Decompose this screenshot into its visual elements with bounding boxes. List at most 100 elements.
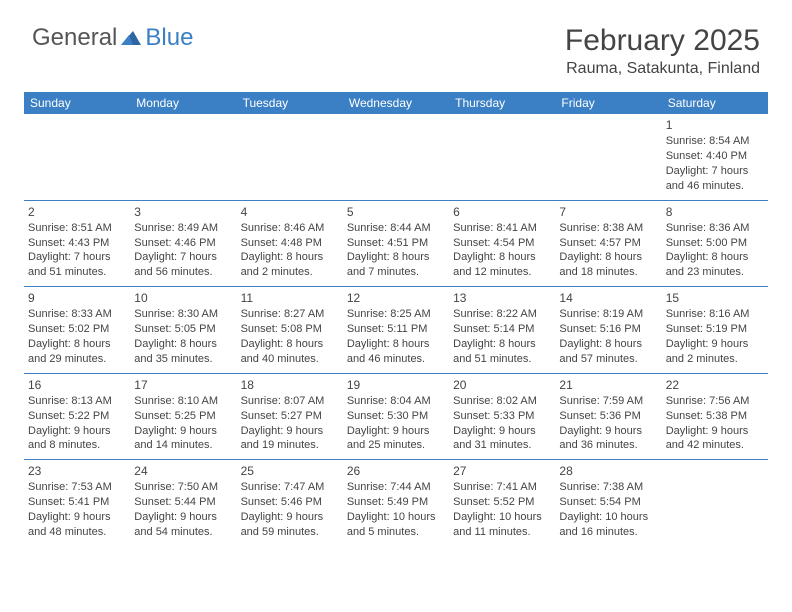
daylight-line: Daylight: 7 hours and 46 minutes. (666, 164, 764, 194)
sunset-line: Sunset: 4:46 PM (134, 236, 232, 251)
day-number: 23 (28, 463, 126, 479)
sunrise-line: Sunrise: 8:19 AM (559, 307, 657, 322)
sunset-line: Sunset: 5:49 PM (347, 495, 445, 510)
day-number: 7 (559, 204, 657, 220)
location: Rauma, Satakunta, Finland (565, 60, 760, 78)
sunset-line: Sunset: 5:05 PM (134, 322, 232, 337)
daylight-line: Daylight: 8 hours and 57 minutes. (559, 337, 657, 367)
week-row: 9Sunrise: 8:33 AMSunset: 5:02 PMDaylight… (24, 287, 768, 374)
day-cell: 3Sunrise: 8:49 AMSunset: 4:46 PMDaylight… (130, 200, 236, 287)
daylight-line: Daylight: 9 hours and 25 minutes. (347, 424, 445, 454)
day-number: 28 (559, 463, 657, 479)
day-cell: 12Sunrise: 8:25 AMSunset: 5:11 PMDayligh… (343, 287, 449, 374)
day-cell: 9Sunrise: 8:33 AMSunset: 5:02 PMDaylight… (24, 287, 130, 374)
daylight-line: Daylight: 9 hours and 31 minutes. (453, 424, 551, 454)
sunrise-line: Sunrise: 8:13 AM (28, 394, 126, 409)
sunrise-line: Sunrise: 8:44 AM (347, 221, 445, 236)
week-row: 1Sunrise: 8:54 AMSunset: 4:40 PMDaylight… (24, 114, 768, 200)
day-number: 4 (241, 204, 339, 220)
logo-text-general: General (32, 24, 117, 52)
daylight-line: Daylight: 8 hours and 18 minutes. (559, 250, 657, 280)
sunrise-line: Sunrise: 7:59 AM (559, 394, 657, 409)
sunrise-line: Sunrise: 8:02 AM (453, 394, 551, 409)
sunrise-line: Sunrise: 7:41 AM (453, 480, 551, 495)
sunrise-line: Sunrise: 8:16 AM (666, 307, 764, 322)
sunrise-line: Sunrise: 7:38 AM (559, 480, 657, 495)
week-row: 23Sunrise: 7:53 AMSunset: 5:41 PMDayligh… (24, 460, 768, 546)
day-number: 16 (28, 377, 126, 393)
sunrise-line: Sunrise: 8:36 AM (666, 221, 764, 236)
day-number: 13 (453, 290, 551, 306)
sunset-line: Sunset: 4:57 PM (559, 236, 657, 251)
day-cell: 23Sunrise: 7:53 AMSunset: 5:41 PMDayligh… (24, 460, 130, 546)
day-cell (24, 114, 130, 200)
sunrise-line: Sunrise: 8:54 AM (666, 134, 764, 149)
sunset-line: Sunset: 5:38 PM (666, 409, 764, 424)
day-number: 24 (134, 463, 232, 479)
day-cell: 7Sunrise: 8:38 AMSunset: 4:57 PMDaylight… (555, 200, 661, 287)
day-number: 5 (347, 204, 445, 220)
day-cell: 1Sunrise: 8:54 AMSunset: 4:40 PMDaylight… (662, 114, 768, 200)
sunset-line: Sunset: 4:48 PM (241, 236, 339, 251)
day-cell (130, 114, 236, 200)
day-cell: 16Sunrise: 8:13 AMSunset: 5:22 PMDayligh… (24, 373, 130, 460)
daylight-line: Daylight: 8 hours and 40 minutes. (241, 337, 339, 367)
sunset-line: Sunset: 5:19 PM (666, 322, 764, 337)
day-number: 8 (666, 204, 764, 220)
sunset-line: Sunset: 5:02 PM (28, 322, 126, 337)
daylight-line: Daylight: 8 hours and 23 minutes. (666, 250, 764, 280)
sunset-line: Sunset: 5:11 PM (347, 322, 445, 337)
sunset-line: Sunset: 5:44 PM (134, 495, 232, 510)
day-cell: 13Sunrise: 8:22 AMSunset: 5:14 PMDayligh… (449, 287, 555, 374)
sunset-line: Sunset: 5:22 PM (28, 409, 126, 424)
day-number: 9 (28, 290, 126, 306)
sunrise-line: Sunrise: 8:04 AM (347, 394, 445, 409)
sunrise-line: Sunrise: 8:38 AM (559, 221, 657, 236)
week-row: 16Sunrise: 8:13 AMSunset: 5:22 PM Dayligh… (24, 373, 768, 460)
day-cell (343, 114, 449, 200)
sunrise-line: Sunrise: 8:22 AM (453, 307, 551, 322)
sunset-line: Sunset: 5:54 PM (559, 495, 657, 510)
sunrise-line: Sunrise: 7:53 AM (28, 480, 126, 495)
day-cell: 28Sunrise: 7:38 AMSunset: 5:54 PMDayligh… (555, 460, 661, 546)
daylight-line: Daylight: 10 hours and 5 minutes. (347, 510, 445, 540)
dayname: Monday (130, 92, 236, 114)
day-number: 11 (241, 290, 339, 306)
dayname: Wednesday (343, 92, 449, 114)
sunrise-line: Sunrise: 8:41 AM (453, 221, 551, 236)
sunset-line: Sunset: 5:08 PM (241, 322, 339, 337)
dayname: Sunday (24, 92, 130, 114)
day-number: 10 (134, 290, 232, 306)
day-cell: 4Sunrise: 8:46 AMSunset: 4:48 PMDaylight… (237, 200, 343, 287)
day-header-row: Sunday Monday Tuesday Wednesday Thursday… (24, 92, 768, 114)
logo-sail-icon (119, 29, 143, 47)
sunset-line: Sunset: 5:30 PM (347, 409, 445, 424)
day-number: 6 (453, 204, 551, 220)
day-number: 19 (347, 377, 445, 393)
day-cell: 11Sunrise: 8:27 AMSunset: 5:08 PMDayligh… (237, 287, 343, 374)
day-cell: 8Sunrise: 8:36 AMSunset: 5:00 PMDaylight… (662, 200, 768, 287)
sunrise-line: Sunrise: 8:27 AM (241, 307, 339, 322)
day-number: 12 (347, 290, 445, 306)
sunrise-line: Sunrise: 8:07 AM (241, 394, 339, 409)
logo: General Blue (32, 24, 193, 52)
daylight-line: Daylight: 10 hours and 16 minutes. (559, 510, 657, 540)
day-cell (237, 114, 343, 200)
day-number: 3 (134, 204, 232, 220)
day-cell: 17Sunrise: 8:10 AMSunset: 5:25 PMDayligh… (130, 373, 236, 460)
week-row: 2Sunrise: 8:51 AMSunset: 4:43 PMDaylight… (24, 200, 768, 287)
day-cell (555, 114, 661, 200)
day-number: 20 (453, 377, 551, 393)
sunrise-line: Sunrise: 8:10 AM (134, 394, 232, 409)
day-cell: 22Sunrise: 7:56 AMSunset: 5:38 PMDayligh… (662, 373, 768, 460)
sunrise-line: Sunrise: 8:46 AM (241, 221, 339, 236)
daylight-line: Daylight: 9 hours and 14 minutes. (134, 424, 232, 454)
logo-text-blue: Blue (145, 24, 193, 52)
sunset-line: Sunset: 5:52 PM (453, 495, 551, 510)
calendar-table: Sunday Monday Tuesday Wednesday Thursday… (24, 92, 768, 546)
daylight-line: Daylight: 8 hours and 51 minutes. (453, 337, 551, 367)
month-title: February 2025 (565, 24, 760, 58)
daylight-line: Daylight: 8 hours and 35 minutes. (134, 337, 232, 367)
sunset-line: Sunset: 5:00 PM (666, 236, 764, 251)
day-number: 14 (559, 290, 657, 306)
